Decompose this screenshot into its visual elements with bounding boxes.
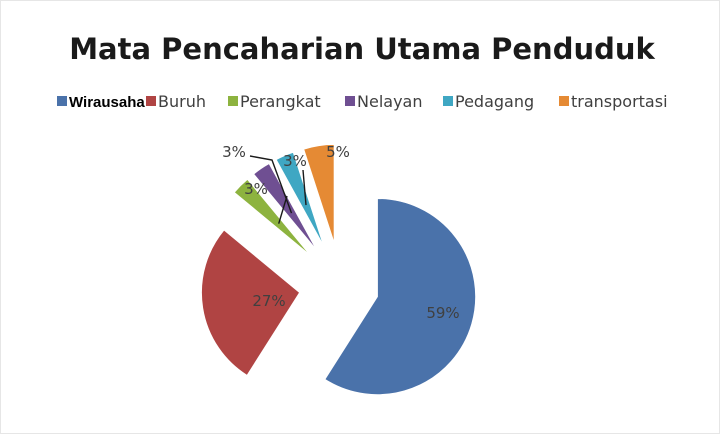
chart-title: Mata Pencaharian Utama Penduduk: [69, 32, 655, 66]
data-label-nelayan: 3%: [222, 143, 246, 161]
data-labels: 59% 27% 3% 3% 3% 5%: [222, 143, 460, 322]
data-label-buruh: 27%: [252, 292, 285, 310]
pie-slice-wirausaha: [324, 198, 476, 395]
pie-slice-buruh: [201, 229, 301, 376]
legend-swatch-nelayan: [345, 96, 355, 106]
leader-line-pedagang: [302, 169, 307, 206]
legend-swatch-transportasi: [559, 96, 569, 106]
legend-label-wirausaha: Wirausaha: [69, 94, 145, 111]
pie-slice-pedagang: [275, 151, 324, 246]
legend-label-nelayan: Nelayan: [357, 92, 422, 111]
legend-label-buruh: Buruh: [158, 92, 206, 111]
pie-slice-transportasi: [303, 144, 335, 243]
leader-lines: [249, 155, 307, 224]
legend: Wirausaha Buruh Perangkat Nelayan Pedagang tr…: [57, 92, 668, 111]
data-label-wirausaha: 59%: [426, 304, 459, 322]
pie-slice-nelayan: [253, 163, 317, 250]
legend-swatch-perangkat: [228, 96, 238, 106]
legend-swatch-pedagang: [443, 96, 453, 106]
legend-label-transportasi: transportasi: [571, 92, 668, 111]
leader-line-perangkat: [278, 195, 288, 224]
leader-line-nelayan: [249, 155, 293, 214]
legend-swatch-buruh: [146, 96, 156, 106]
pie-slices: [201, 144, 476, 395]
data-label-transportasi: 5%: [326, 143, 350, 161]
data-label-perangkat: 3%: [244, 180, 268, 198]
pie-slice-perangkat: [233, 178, 311, 256]
legend-swatch-wirausaha: [57, 96, 67, 106]
legend-label-pedagang: Pedagang: [455, 92, 534, 111]
data-label-pedagang: 3%: [283, 152, 307, 170]
legend-label-perangkat: Perangkat: [240, 92, 321, 111]
